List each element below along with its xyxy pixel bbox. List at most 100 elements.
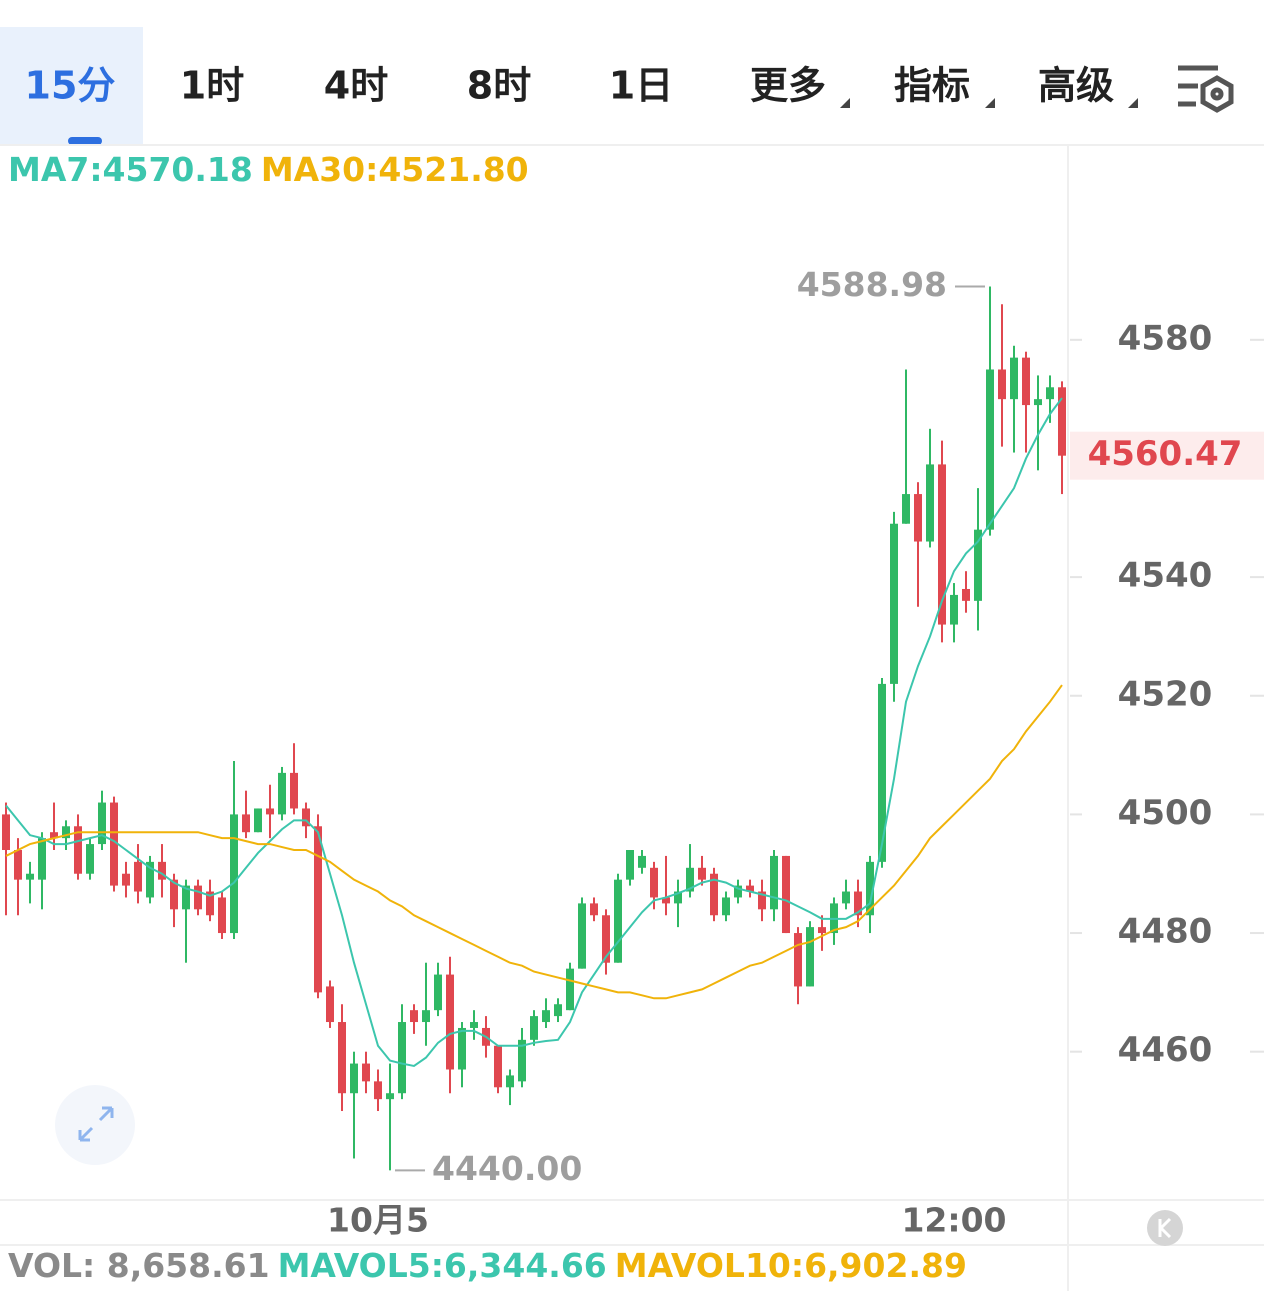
candle-body [734,885,742,898]
last-price-label: 4560.47 [1088,434,1243,474]
dropdown-arrow [840,98,850,108]
y-tick-label: 4540 [1118,556,1213,596]
candle-body [1022,357,1030,406]
candle-body [422,1010,430,1023]
candle-body [170,879,178,910]
candle-body [518,1039,526,1082]
candle-body [218,897,226,934]
candle-body [1010,357,1018,400]
candle-body [602,915,610,963]
candle-body [998,369,1006,400]
candle-body [278,772,286,815]
candle-body [182,885,190,910]
candle-body [530,1016,538,1040]
candle-body [470,1022,478,1028]
candle-body [38,838,46,880]
candle-body [866,861,874,916]
candle-body [50,832,58,839]
candle-body [62,826,70,839]
candle-body [854,891,862,916]
y-tick-label: 4580 [1118,318,1213,358]
candle-body [254,808,262,833]
candle-body [566,968,574,1011]
candle-body [398,1022,406,1094]
candle-body [14,850,22,880]
candle-body [722,897,730,916]
candle-body [434,974,442,1011]
settings-icon[interactable] [1178,65,1234,113]
candle-body [326,986,334,1023]
candle-body [662,897,670,904]
candle-body [914,494,922,542]
candle-body [590,903,598,916]
candle-body [266,808,274,815]
tab[interactable]: 1日 [609,64,673,108]
y-tick-label: 4480 [1118,912,1213,952]
moving-average-line [5,397,1063,1067]
candle-body [614,879,622,963]
candle-body [146,861,154,898]
candle-body [374,1081,382,1100]
candle-body [338,1022,346,1094]
candle-body [98,802,106,845]
candle-body [746,885,754,892]
volume-legend-entry: MAVOL10:6,902.89 [615,1246,967,1285]
candle-body [782,855,790,934]
tab[interactable]: 4时 [324,64,388,108]
x-tick-label: 12:00 [901,1201,1006,1240]
candle-body [362,1063,370,1082]
y-tick-label: 4500 [1118,793,1213,833]
tab[interactable]: 8时 [467,64,531,108]
volume-legend-entry: VOL: 8,658.61 [8,1246,270,1285]
candle-body [506,1075,514,1088]
legend-entry: MA30:4521.80 [261,150,529,189]
candle-body [122,873,130,886]
candle-body [710,873,718,916]
candle-body [26,873,34,880]
candle-body [494,1045,502,1088]
candle-body [638,855,646,868]
expand-button[interactable] [55,1085,135,1165]
selected-tab-bg [0,27,143,145]
legend-entry: MA7:4570.18 [8,150,253,189]
candle-body [230,814,238,934]
candle-body [758,891,766,910]
candle-body [950,594,958,625]
candle-body [206,891,214,916]
candle-body [686,867,694,892]
candle-body [578,903,586,969]
candle-body [842,891,850,904]
candle-body [698,867,706,880]
candle-body [458,1027,466,1070]
candle-body [86,844,94,874]
x-tick-label: 10月5 [327,1201,429,1240]
tab[interactable]: 高级 [1038,64,1114,108]
k-button[interactable] [1147,1210,1183,1246]
candle-body [926,464,934,542]
candle-body [962,588,970,601]
tab[interactable]: 1时 [180,64,244,108]
candle-body [650,867,658,898]
tab[interactable]: 15分 [25,64,116,108]
candle-body [386,1093,394,1100]
plot-area: 4460 4480 4500 4520 4540 4580 10月5 12:00 4588.98… [2,265,1264,1240]
candle-body [674,891,682,904]
moving-average-line [5,684,1063,1000]
candle-body [554,1004,562,1017]
last-price-bg [1070,431,1264,480]
tab[interactable]: 指标 [894,64,970,108]
candle-body [2,814,10,850]
candle-body [194,885,202,910]
high-label: 4588.98 [797,265,947,304]
dropdown-arrow [1128,98,1138,108]
candle-body [806,927,814,987]
timeframe-tabs: 15分 1时 4时 8时 1日 更多 指标 高级 [25,64,1114,108]
selected-tab-indicator [68,137,102,145]
tab[interactable]: 更多 [750,64,826,108]
low-label: 4440.00 [432,1149,582,1188]
volume-legend: VOL: 8,658.61 MAVOL5:6,344.66 MAVOL10:6,90… [8,1246,967,1285]
candle-body [986,369,994,530]
candle-body [314,826,322,993]
candle-body [938,464,946,625]
